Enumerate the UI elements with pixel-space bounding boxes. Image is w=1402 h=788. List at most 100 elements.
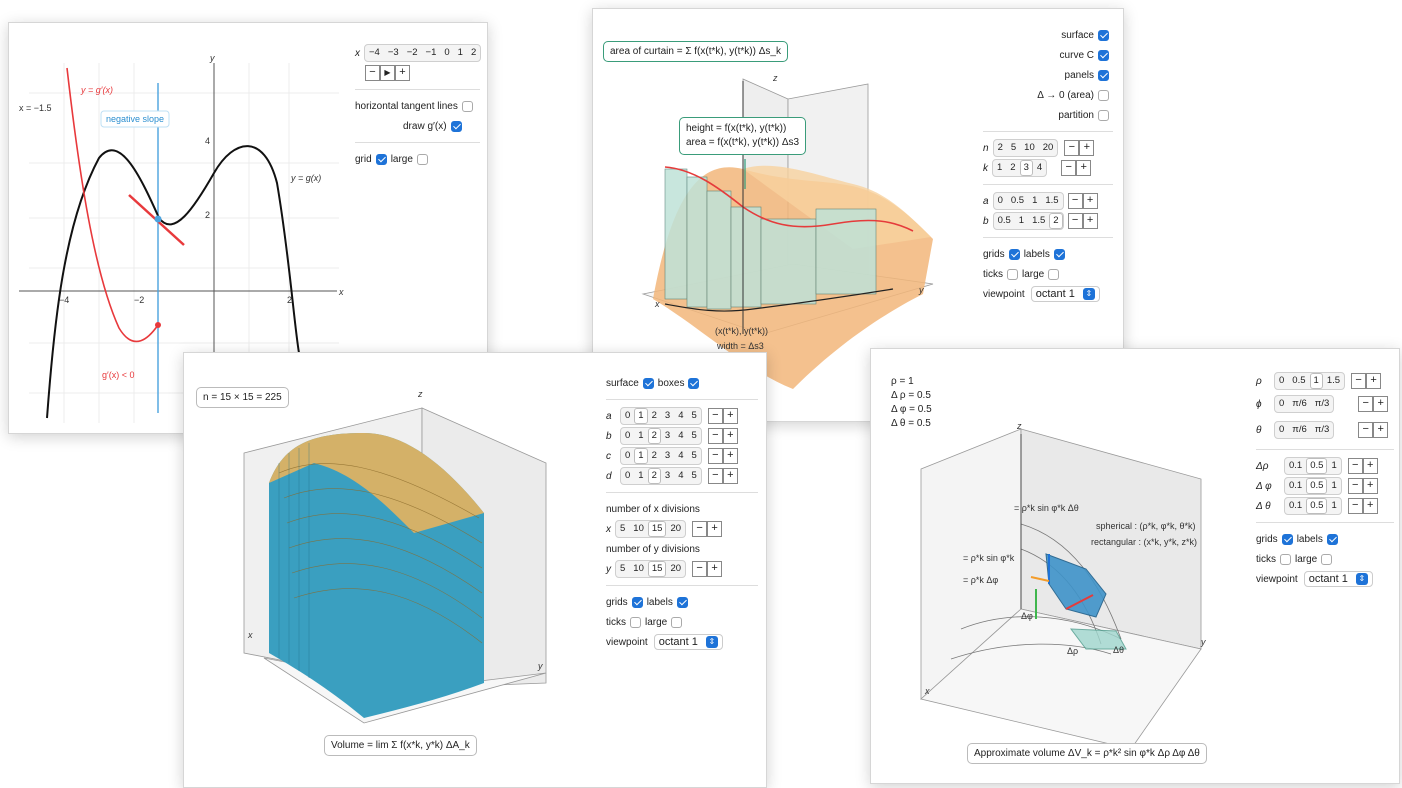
grids-checkbox[interactable] xyxy=(1008,248,1020,260)
b-minus-button[interactable]: − xyxy=(1067,213,1083,229)
opt[interactable]: 5 xyxy=(691,470,697,481)
opt[interactable]: 0 xyxy=(625,470,631,481)
opt[interactable]: 1 xyxy=(634,408,648,424)
tangent-point[interactable] xyxy=(154,215,162,223)
plus-button[interactable]: + xyxy=(1373,422,1389,438)
viewpoint-select[interactable]: octant 1 ⇕ xyxy=(1303,571,1373,587)
grids-checkbox[interactable] xyxy=(1281,533,1293,545)
minus-button[interactable]: − xyxy=(1351,373,1367,389)
plus-button[interactable]: + xyxy=(707,561,723,577)
rho-selector[interactable]: 0 0.5 1 1.5 xyxy=(1274,372,1346,390)
a-opt[interactable]: 0.5 xyxy=(1010,195,1025,206)
opt[interactable]: 3 xyxy=(664,430,671,441)
a-selector[interactable]: 0 0.5 1 1.5 xyxy=(992,192,1064,210)
opt[interactable]: 5 xyxy=(620,563,626,574)
opt[interactable]: 4 xyxy=(678,410,684,421)
plus-button[interactable]: + xyxy=(1366,373,1382,389)
n-minus-button[interactable]: − xyxy=(1064,140,1080,156)
plus-button[interactable]: + xyxy=(722,468,738,484)
labels-checkbox[interactable] xyxy=(676,596,688,608)
plus-button[interactable]: + xyxy=(722,408,738,424)
curveC-checkbox[interactable] xyxy=(1098,49,1109,61)
opt[interactable]: 0.5 xyxy=(1306,458,1328,474)
minus-button[interactable]: − xyxy=(1347,478,1363,494)
a-opt[interactable]: 1.5 xyxy=(1045,195,1059,206)
delta-checkbox[interactable] xyxy=(1098,89,1109,101)
opt[interactable]: 0.5 xyxy=(1306,478,1328,494)
opt[interactable]: 1 xyxy=(638,430,644,441)
y-divisions-selector[interactable]: 5 10 15 20 xyxy=(615,560,687,578)
opt[interactable]: π/3 xyxy=(1314,398,1330,409)
opt[interactable]: 1 xyxy=(1331,500,1337,511)
b-opt[interactable]: 0.5 xyxy=(997,215,1011,226)
large-checkbox[interactable] xyxy=(671,616,683,628)
k-opt[interactable]: 2 xyxy=(1010,162,1016,173)
opt[interactable]: 1 xyxy=(638,470,644,481)
ticks-checkbox[interactable] xyxy=(1007,268,1018,280)
b-opt[interactable]: 2 xyxy=(1049,213,1063,229)
opt[interactable]: 5 xyxy=(691,430,697,441)
spherical-3d-view[interactable]: z x y = ρ*k sin φ*k Δθ = ρ*k sin φ*k = ρ… xyxy=(871,349,1251,783)
minus-button[interactable]: − xyxy=(707,448,723,464)
a-minus-button[interactable]: − xyxy=(1067,193,1083,209)
opt[interactable]: 2 xyxy=(651,450,657,461)
minus-button[interactable]: − xyxy=(1347,458,1363,474)
opt[interactable]: 20 xyxy=(670,563,682,574)
large-checkbox[interactable] xyxy=(1048,268,1060,280)
opt[interactable]: 15 xyxy=(647,521,667,537)
opt[interactable]: 2 xyxy=(651,410,657,421)
plus-button[interactable]: + xyxy=(1362,458,1378,474)
dtheta-selector[interactable]: 0.1 0.5 1 xyxy=(1284,497,1342,515)
n-opt[interactable]: 2 xyxy=(997,142,1003,153)
x-opt[interactable]: 1 xyxy=(457,47,463,58)
minus-button[interactable]: − xyxy=(707,428,723,444)
play-button[interactable]: ▶ xyxy=(380,65,395,81)
draw-gprime-checkbox[interactable] xyxy=(450,120,462,132)
b-opt[interactable]: 1 xyxy=(1018,215,1025,226)
minus-button[interactable]: − xyxy=(707,408,723,424)
plus-button[interactable]: + xyxy=(722,448,738,464)
viewpoint-select[interactable]: octant 1 ⇕ xyxy=(653,634,723,650)
a-plus-button[interactable]: + xyxy=(1082,193,1098,209)
opt[interactable]: 0.1 xyxy=(1289,480,1303,491)
a-opt[interactable]: 0 xyxy=(997,195,1003,206)
x-opt[interactable]: −2 xyxy=(406,47,418,58)
opt[interactable]: π/6 xyxy=(1292,398,1307,409)
opt[interactable]: 3 xyxy=(664,470,671,481)
x-opt[interactable]: 0 xyxy=(444,47,450,58)
a-opt[interactable]: 1 xyxy=(1032,195,1038,206)
n-selector[interactable]: 2 5 10 20 xyxy=(992,139,1059,157)
plus-button[interactable]: + xyxy=(722,428,738,444)
opt[interactable]: 0 xyxy=(1279,375,1285,386)
opt[interactable]: 0.5 xyxy=(1306,498,1328,514)
opt[interactable]: 10 xyxy=(633,523,644,534)
opt[interactable]: 0 xyxy=(625,410,631,421)
opt[interactable]: 3 xyxy=(664,450,671,461)
partition-checkbox[interactable] xyxy=(1098,109,1109,121)
grid-checkbox[interactable] xyxy=(375,153,387,165)
surface-checkbox[interactable] xyxy=(1098,29,1109,41)
minus-button[interactable]: − xyxy=(707,468,723,484)
dphi-selector[interactable]: 0.1 0.5 1 xyxy=(1284,477,1342,495)
opt[interactable]: 0 xyxy=(1279,398,1285,409)
viewpoint-select[interactable]: octant 1 ⇕ xyxy=(1030,286,1100,302)
graph-area[interactable]: x y −4 −2 2 2 4 x = −1.5 y = g(x) y = g′… xyxy=(9,23,349,433)
opt[interactable]: 4 xyxy=(678,450,684,461)
opt[interactable]: 0.1 xyxy=(1289,500,1303,511)
panels-checkbox[interactable] xyxy=(1098,69,1109,81)
n-opt[interactable]: 10 xyxy=(1024,142,1035,153)
minus-button[interactable]: − xyxy=(1358,396,1374,412)
large-checkbox[interactable] xyxy=(1321,553,1333,565)
n-plus-button[interactable]: + xyxy=(1079,140,1095,156)
opt[interactable]: 0.1 xyxy=(1289,460,1303,471)
opt[interactable]: 1 xyxy=(1331,480,1337,491)
plus-button[interactable]: + xyxy=(1362,478,1378,494)
k-opt[interactable]: 1 xyxy=(997,162,1003,173)
step-forward-button[interactable]: + xyxy=(395,65,410,81)
opt[interactable]: 20 xyxy=(670,523,682,534)
opt[interactable]: 0.5 xyxy=(1292,375,1306,386)
surface-checkbox[interactable] xyxy=(642,377,654,389)
